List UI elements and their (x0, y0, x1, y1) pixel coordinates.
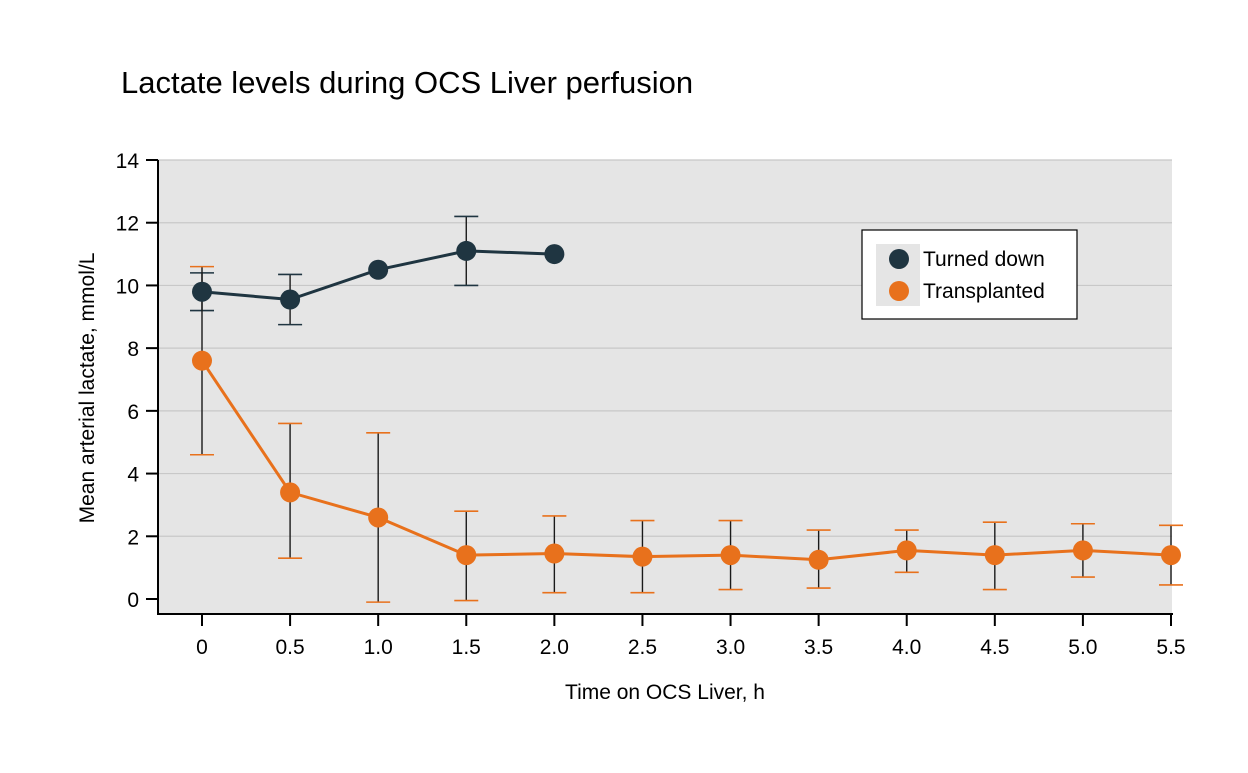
x-tick-label-7: 3.5 (804, 636, 833, 659)
y-tick-label-3: 6 (127, 401, 139, 424)
y-tick-label-6: 12 (116, 213, 139, 236)
transplanted-point-9 (984, 545, 1005, 566)
x-tick-label-3: 1.5 (452, 636, 481, 659)
transplanted-point-3 (456, 545, 477, 566)
transplanted-point-8 (896, 540, 917, 561)
axes: 0 2 4 6 8 10 12 14 0 0.5 1.0 1.5 2.0 2.5 3.0 3.5 4.0 4.5 5… (116, 150, 1186, 659)
x-tick-label-6: 3.0 (716, 636, 745, 659)
x-tick-label-11: 5.5 (1156, 636, 1185, 659)
legend-marker-transplanted (889, 281, 909, 301)
plot-background (158, 160, 1172, 614)
turned-down-point-1 (280, 289, 301, 310)
transplanted-point-4 (544, 543, 565, 564)
y-tick-label-4: 8 (127, 338, 139, 361)
x-tick-label-1: 0.5 (275, 636, 304, 659)
transplanted-point-6 (720, 545, 741, 566)
y-tick-label-5: 10 (116, 275, 139, 298)
x-tick-label-10: 5.0 (1068, 636, 1097, 659)
transplanted-point-1 (280, 482, 301, 503)
x-tick-label-0: 0 (196, 636, 208, 659)
x-tick-label-4: 2.0 (540, 636, 569, 659)
gridlines (158, 159, 1172, 537)
turned-down-point-4 (544, 244, 565, 265)
y-tick-label-7: 14 (116, 150, 140, 173)
legend: Turned down Transplanted (861, 229, 1078, 320)
transplanted-point-11 (1161, 545, 1181, 566)
transplanted-point-2 (368, 507, 389, 528)
y-tick-label-2: 4 (127, 464, 139, 487)
y-axis-label: Mean arterial lactate, mmol/L (76, 253, 99, 524)
legend-label-transplanted: Transplanted (923, 280, 1045, 303)
transplanted-point-5 (632, 546, 653, 567)
legend-marker-turned-down (889, 249, 909, 269)
x-tick-label-8: 4.0 (892, 636, 921, 659)
y-tick-label-0: 0 (127, 589, 139, 612)
x-tick-label-9: 4.5 (980, 636, 1009, 659)
transplanted-line (200, 359, 1172, 562)
transplanted-point-7 (808, 549, 829, 570)
legend-label-turned-down: Turned down (923, 248, 1045, 271)
turned-down-point-3 (456, 240, 477, 261)
x-axis-label: Time on OCS Liver, h (565, 681, 765, 704)
data-points (192, 240, 1181, 570)
chart-title: Lactate levels during OCS Liver perfusio… (121, 65, 693, 100)
transplanted-point-0 (192, 350, 212, 371)
y-tick-label-1: 2 (127, 526, 139, 549)
turned-down-point-2 (368, 259, 389, 280)
turned-down-point-0 (192, 281, 212, 302)
x-tick-label-2: 1.0 (364, 636, 393, 659)
x-tick-label-5: 2.5 (628, 636, 657, 659)
transplanted-point-10 (1072, 540, 1093, 561)
